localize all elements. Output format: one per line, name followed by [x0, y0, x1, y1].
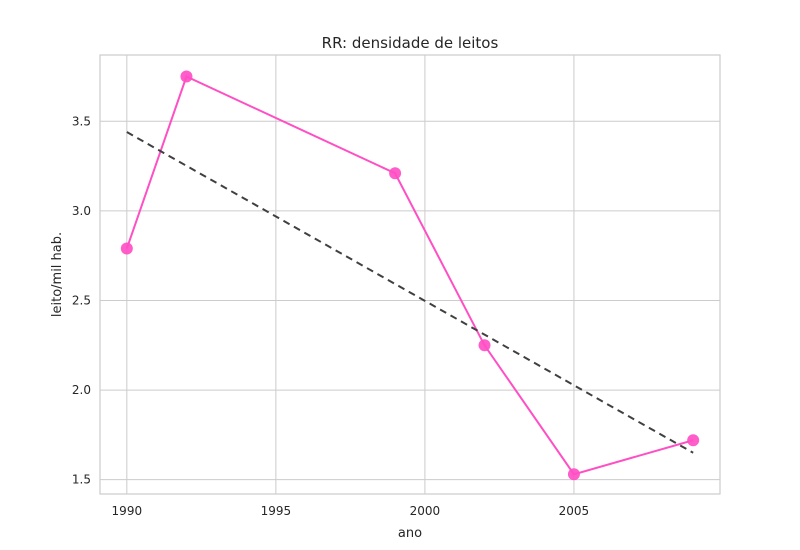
y-axis-label: leito/mil hab.	[50, 232, 65, 317]
x-tick-label: 1995	[261, 504, 292, 518]
x-tick-label: 2000	[410, 504, 441, 518]
data-point	[478, 339, 491, 352]
y-tick-label: 2.5	[72, 293, 91, 307]
y-tick-label: 3.5	[72, 114, 91, 128]
x-tick-label: 2005	[559, 504, 590, 518]
x-axis-label: ano	[398, 526, 422, 541]
y-tick-label: 1.5	[72, 473, 91, 487]
plot-area: 1990 1995 2000 2005 1.5 2.0 2.5 3.0 3.5	[72, 54, 721, 518]
data-point	[389, 167, 402, 180]
data-point	[120, 242, 133, 255]
data-line	[125, 75, 694, 476]
y-tick-label: 2.0	[72, 383, 91, 397]
x-tick-label: 1990	[112, 504, 143, 518]
trend-line	[126, 131, 694, 454]
chart-title: RR: densidade de leitos	[322, 34, 499, 52]
y-tick-label: 3.0	[72, 204, 91, 218]
data-point	[567, 468, 580, 481]
plot-frame	[99, 54, 721, 495]
data-point	[687, 434, 700, 447]
data-point	[180, 70, 193, 83]
